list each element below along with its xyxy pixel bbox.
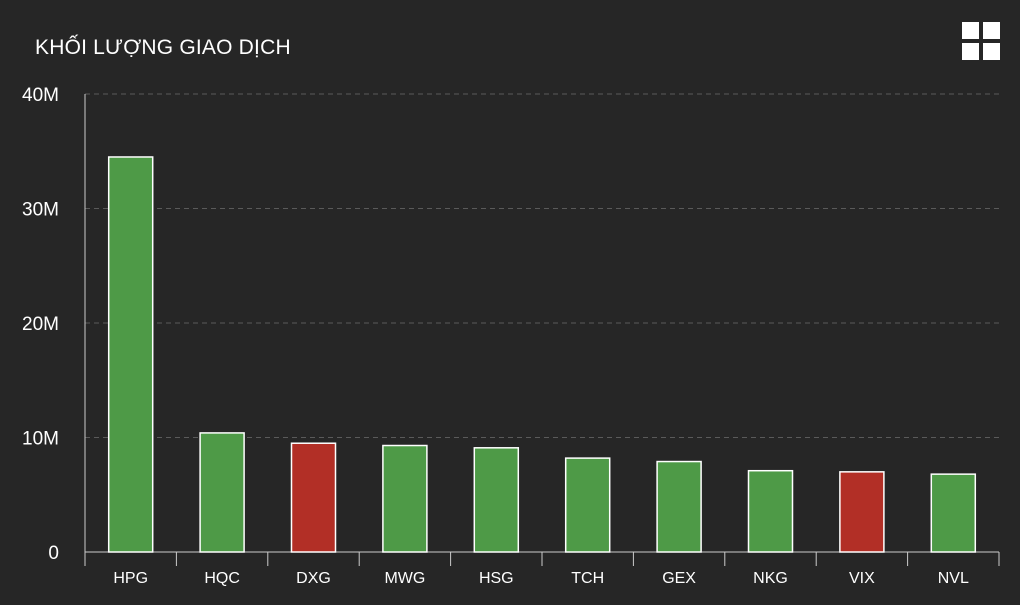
x-tick-label: HQC — [204, 570, 240, 587]
grid-icon-cell — [983, 22, 1000, 39]
bar-nvl — [930, 473, 977, 553]
bar-hpg — [107, 156, 154, 553]
x-tick-label: HSG — [479, 570, 514, 587]
y-tick-label: 30M — [22, 200, 59, 221]
x-tick-label: VIX — [849, 570, 875, 587]
x-tick-label: GEX — [662, 570, 696, 587]
bar-hsg — [473, 447, 520, 553]
bar-vix — [839, 471, 885, 553]
grid-icon-cell — [962, 43, 979, 60]
bar-dxg — [290, 442, 337, 553]
x-tick-label: HPG — [113, 570, 148, 587]
grid-icon[interactable] — [962, 22, 1000, 60]
bar-tch — [564, 457, 611, 553]
chart-title: KHỐI LƯỢNG GIAO DỊCH — [35, 36, 291, 59]
x-tick-label: NKG — [753, 570, 788, 587]
y-tick-label: 40M — [22, 85, 59, 106]
x-tick-label: TCH — [571, 570, 604, 587]
bar-hqc — [199, 432, 245, 553]
y-tick-label: 20M — [22, 314, 59, 335]
x-tick-label: NVL — [938, 570, 969, 587]
grid-icon-cell — [983, 43, 1000, 60]
bar-gex — [656, 460, 702, 553]
bar-mwg — [382, 444, 428, 553]
x-tick-label: DXG — [296, 570, 331, 587]
bar-nkg — [747, 469, 794, 553]
x-tick-label: MWG — [384, 570, 425, 587]
y-tick-label: 10M — [22, 429, 59, 450]
grid-icon-cell — [962, 22, 979, 39]
y-tick-label: 0 — [48, 543, 59, 564]
